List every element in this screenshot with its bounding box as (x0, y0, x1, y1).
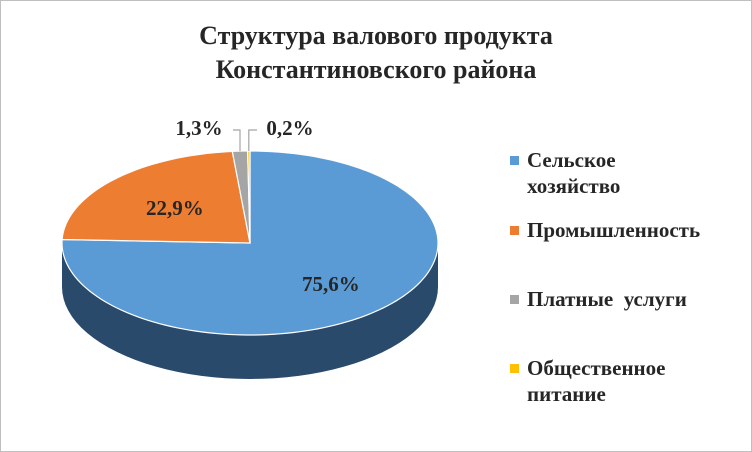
legend-label-agriculture-line-2: хозяйство (527, 174, 621, 198)
pie-slice-agriculture (61, 150, 439, 336)
legend-swatch-catering (510, 364, 519, 373)
legend-swatch-paid-services (510, 295, 519, 304)
pie-data-labels: 75,6% 22,9% 1,3% 0,2% (146, 116, 360, 296)
chart-title-line-1: Структура валового продукта (199, 21, 553, 50)
legend-label-catering-line-1: Общественное (527, 356, 666, 380)
legend: Сельское хозяйство Промышленность Платны… (507, 147, 747, 407)
leader-line-catering (248, 129, 257, 151)
data-label-paid-services: 1,3% (175, 116, 222, 140)
data-label-agriculture: 75,6% (302, 272, 360, 296)
legend-label-paid-services: Платные услуги (527, 287, 687, 311)
data-label-catering: 0,2% (266, 116, 313, 140)
pie-side-walls (62, 243, 438, 379)
legend-item-catering: Общественное питание (507, 355, 747, 407)
data-label-industry: 22,9% (146, 196, 204, 220)
legend-item-agriculture: Сельское хозяйство (507, 147, 747, 199)
legend-label-agriculture-line-1: Сельское (527, 148, 616, 172)
legend-item-industry: Промышленность (507, 217, 747, 243)
chart-title-line-2: Константиновского района (215, 55, 537, 84)
legend-swatch-agriculture (510, 156, 519, 165)
legend-swatch-industry (510, 226, 519, 235)
leader-line-paid-services (233, 129, 241, 152)
chart-title: Структура валового продукта Константинов… (1, 19, 751, 87)
legend-item-paid-services: Платные услуги (507, 286, 747, 312)
pie-top-faces (61, 150, 439, 336)
pie-side-agriculture (62, 243, 438, 379)
legend-label-industry: Промышленность (527, 218, 701, 242)
legend-label-catering-line-2: питание (527, 382, 606, 406)
pie-slice-industry (61, 150, 251, 244)
